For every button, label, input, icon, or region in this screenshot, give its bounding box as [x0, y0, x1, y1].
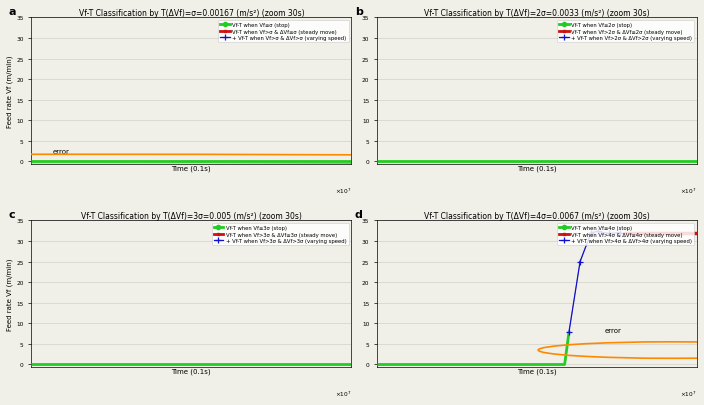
Text: $\times10^7$: $\times10^7$: [334, 389, 351, 398]
Text: error: error: [53, 149, 70, 155]
Text: c: c: [9, 209, 15, 219]
Text: $\times10^7$: $\times10^7$: [680, 186, 697, 196]
X-axis label: Time (0.1s): Time (0.1s): [517, 166, 557, 172]
Legend: Vf-T when Vf≤4σ (stop), Vf-T when Vf>4σ & ΔVf≤4σ (steady move), + Vf-T when Vf>4: Vf-T when Vf≤4σ (stop), Vf-T when Vf>4σ …: [557, 224, 694, 246]
Legend: Vf-T when Vf≤3σ (stop), Vf-T when Vf>3σ & ΔVf≤3σ (steady move), + Vf-T when Vf>3: Vf-T when Vf≤3σ (stop), Vf-T when Vf>3σ …: [212, 224, 348, 246]
Title: Vf-T Classification by T(ΔVf)=4σ=0.0067 (m/s²) (zoom 30s): Vf-T Classification by T(ΔVf)=4σ=0.0067 …: [425, 211, 650, 220]
Y-axis label: Feed rate Vf (m/min): Feed rate Vf (m/min): [7, 55, 13, 127]
Title: Vf-T Classification by T(ΔVf)=3σ=0.005 (m/s²) (zoom 30s): Vf-T Classification by T(ΔVf)=3σ=0.005 (…: [81, 211, 302, 220]
Text: $\times10^7$: $\times10^7$: [334, 186, 351, 196]
Title: Vf-T Classification by T(ΔVf)=σ=0.00167 (m/s²) (zoom 30s): Vf-T Classification by T(ΔVf)=σ=0.00167 …: [79, 9, 304, 17]
X-axis label: Time (0.1s): Time (0.1s): [172, 368, 211, 375]
X-axis label: Time (0.1s): Time (0.1s): [172, 166, 211, 172]
Title: Vf-T Classification by T(ΔVf)=2σ=0.0033 (m/s²) (zoom 30s): Vf-T Classification by T(ΔVf)=2σ=0.0033 …: [425, 9, 650, 17]
X-axis label: Time (0.1s): Time (0.1s): [517, 368, 557, 375]
Legend: Vf-T when Vf≤σ (stop), Vf-T when Vf>σ & ΔVf≤σ (steady move), + Vf-T when Vf>σ & : Vf-T when Vf≤σ (stop), Vf-T when Vf>σ & …: [218, 21, 348, 43]
Text: d: d: [355, 209, 363, 219]
Y-axis label: Feed rate Vf (m/min): Feed rate Vf (m/min): [7, 258, 13, 330]
Text: $\times10^7$: $\times10^7$: [680, 389, 697, 398]
Legend: Vf-T when Vf≤2σ (stop), Vf-T when Vf>2σ & ΔVf≤2σ (steady move), + Vf-T when Vf>2: Vf-T when Vf≤2σ (stop), Vf-T when Vf>2σ …: [557, 21, 694, 43]
Text: error: error: [604, 327, 621, 333]
Text: a: a: [9, 6, 16, 17]
Text: b: b: [355, 6, 363, 17]
